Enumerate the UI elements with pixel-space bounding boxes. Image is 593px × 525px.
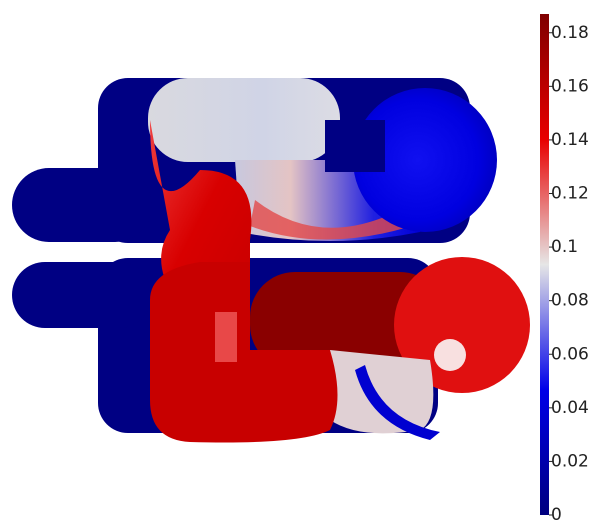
region [434, 339, 466, 371]
region [12, 168, 152, 242]
tick-label: 0 [551, 505, 562, 521]
region [148, 78, 340, 162]
region [215, 312, 237, 362]
tick-label: 0.14 [551, 130, 589, 150]
tick-label: 0.06 [551, 344, 589, 364]
colorbar [540, 14, 549, 515]
tick-label: 0.12 [551, 184, 589, 204]
tick-label: 0.02 [551, 451, 589, 471]
region [325, 120, 385, 172]
tick-label: 0.1 [551, 237, 578, 257]
colorbar-ticks: 0 0.02 0.04 0.06 0.08 0.1 0.12 0.14 0.16 0.18 [549, 23, 589, 521]
field [12, 78, 530, 443]
tick-label: 0.16 [551, 76, 589, 96]
region [330, 350, 433, 433]
tick-label: 0.18 [551, 23, 589, 43]
tick-label: 0.08 [551, 291, 589, 311]
page: {"chart_data": {"type": "colorfield", "c… [0, 0, 593, 521]
chart: 0 0.02 0.04 0.06 0.08 0.1 0.12 0.14 0.16 0.18 [0, 0, 593, 521]
tick-label: 0.04 [551, 398, 589, 418]
region [12, 262, 152, 328]
